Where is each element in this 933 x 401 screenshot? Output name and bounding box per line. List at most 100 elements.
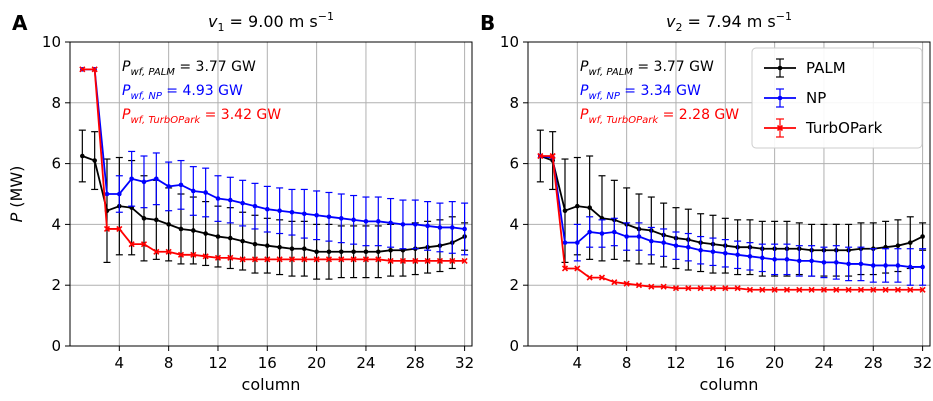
data-point <box>575 203 580 209</box>
data-point <box>228 197 233 203</box>
data-point <box>574 265 581 272</box>
data-point <box>759 255 765 261</box>
data-point <box>351 217 356 223</box>
x-tick-label: 8 <box>164 354 174 372</box>
data-point <box>277 208 282 214</box>
x-tick-label: 20 <box>307 354 326 372</box>
data-point <box>772 257 777 262</box>
data-point <box>326 249 332 255</box>
data-point <box>783 286 791 293</box>
x-tick-label: 32 <box>913 354 932 372</box>
data-point <box>449 225 455 230</box>
data-point <box>166 184 171 189</box>
data-point <box>326 214 332 220</box>
data-point <box>907 286 914 293</box>
series-turbopark <box>537 152 926 293</box>
data-point <box>240 238 245 244</box>
data-point <box>177 251 185 258</box>
data-point <box>612 229 617 235</box>
y-tick-label: 0 <box>509 337 519 355</box>
data-point <box>338 216 344 221</box>
data-point <box>117 191 122 197</box>
data-point <box>833 260 839 265</box>
data-point <box>845 286 852 293</box>
data-point <box>80 153 85 159</box>
data-point <box>660 283 667 290</box>
x-tick-label: 32 <box>455 354 474 372</box>
data-point <box>907 264 913 270</box>
legend-label: NP <box>806 89 826 107</box>
data-point <box>314 212 319 218</box>
data-point <box>649 238 654 244</box>
annotation-text: Pwf, TurbOPark = 3.42 GW <box>122 107 281 126</box>
x-tick-label: 16 <box>258 354 277 372</box>
data-point <box>796 258 802 264</box>
data-point <box>251 256 259 263</box>
data-point <box>215 234 221 239</box>
y-tick-label: 6 <box>51 155 61 173</box>
data-point <box>350 256 357 263</box>
data-point <box>325 256 333 263</box>
legend-marker <box>777 65 783 71</box>
data-point <box>375 219 381 224</box>
x-tick-label: 28 <box>864 354 883 372</box>
x-tick-label: 20 <box>765 354 784 372</box>
x-tick-label: 8 <box>622 354 632 372</box>
data-point <box>301 211 307 217</box>
data-point <box>202 253 209 260</box>
data-point <box>436 257 444 264</box>
data-point <box>870 286 877 293</box>
data-point <box>746 286 754 293</box>
data-point <box>79 66 86 73</box>
data-point <box>388 247 393 253</box>
data-point <box>153 248 160 255</box>
panel-letter: A <box>12 11 28 35</box>
data-point <box>412 257 419 264</box>
data-point <box>685 285 692 292</box>
data-point <box>399 257 407 264</box>
data-point <box>289 209 295 215</box>
data-point <box>857 286 865 293</box>
annotation-text: Pwf, PALM = 3.77 GW <box>580 59 714 78</box>
y-tick-label: 10 <box>42 33 61 51</box>
data-point <box>314 249 319 255</box>
data-point <box>883 263 888 268</box>
data-point <box>375 256 382 263</box>
data-point <box>252 241 258 247</box>
series-line <box>540 155 923 252</box>
legend-marker <box>777 95 783 101</box>
x-tick-label: 12 <box>208 354 227 372</box>
x-tick-label: 24 <box>814 354 833 372</box>
data-point <box>240 200 245 206</box>
panel-title: v2 = 7.94 m s−1 <box>666 10 792 34</box>
data-point <box>92 158 97 163</box>
data-point <box>611 279 618 286</box>
data-point <box>128 241 135 248</box>
series-np <box>80 67 469 256</box>
data-point <box>338 249 344 255</box>
data-point <box>103 225 111 233</box>
series-line <box>82 155 465 253</box>
data-point <box>820 286 828 293</box>
data-point <box>882 286 889 293</box>
data-point <box>623 280 630 287</box>
data-point <box>907 240 913 245</box>
data-point <box>561 265 569 272</box>
data-point <box>549 152 556 160</box>
data-point <box>895 263 901 268</box>
data-point <box>227 254 234 261</box>
data-point <box>363 219 369 224</box>
data-point <box>239 256 246 263</box>
data-point <box>351 249 356 255</box>
data-point <box>166 222 171 227</box>
data-point <box>91 66 98 73</box>
data-point <box>289 246 295 252</box>
data-point <box>698 247 703 253</box>
data-point <box>672 285 680 292</box>
data-point <box>215 196 221 201</box>
data-point <box>252 203 258 209</box>
data-point <box>648 283 655 290</box>
